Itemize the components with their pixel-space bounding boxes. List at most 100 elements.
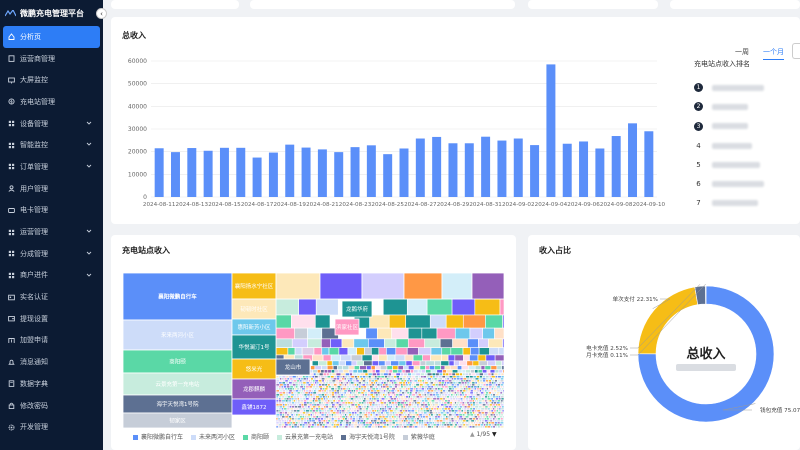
sidebar-item-3[interactable]: 充电站管理 [0, 91, 103, 113]
treemap-tile [468, 372, 472, 376]
date-picker[interactable] [792, 43, 800, 59]
bar [317, 149, 327, 197]
bar [285, 144, 295, 197]
treemap-tile [395, 338, 409, 349]
app-title: 微鹏充电管理平台 [20, 8, 84, 18]
x-tick-label: 2024-09-08 [600, 202, 633, 208]
sidebar-item-12[interactable]: 实名认证 [0, 286, 103, 308]
treemap-tile [412, 354, 423, 362]
redacted-station-name [712, 103, 748, 110]
sidebar-item-7[interactable]: 用户管理 [0, 178, 103, 200]
treemap-tile [311, 360, 319, 367]
sidebar-item-17[interactable]: 修改密码 [0, 395, 103, 417]
top-card-3 [528, 0, 658, 9]
treemap-tile [308, 375, 313, 379]
treemap-tile [322, 354, 332, 362]
treemap-tile [465, 375, 470, 379]
treemap-tile [451, 298, 476, 316]
sidebar-item-18[interactable]: 开发管理 [0, 416, 103, 438]
treemap-tile [448, 372, 453, 376]
x-tick-label: 2024-09-02 [502, 202, 535, 208]
y-tick-label: 40000 [128, 103, 147, 110]
treemap-tile [351, 360, 358, 367]
treemap-tile [123, 273, 233, 321]
sidebar-item-11[interactable]: 商户进件 [0, 265, 103, 287]
station-icon [8, 98, 15, 105]
sidebar: 微鹏充电管理平台 分析页 运营商管理 大屏监控 充电站管理 设备管理 智能监控 订单管理 用户… [0, 0, 103, 450]
treemap-label: 襄阳扬水宁社区 [235, 282, 274, 290]
treemap-tile [436, 369, 443, 374]
pager-next-icon[interactable]: ▼ [491, 431, 497, 438]
sidebar-item-8[interactable]: 电卡管理 [0, 200, 103, 222]
bar [399, 148, 409, 197]
income-title: 总收入 [122, 31, 146, 40]
redacted-station-name [712, 142, 752, 149]
treemap-tile [366, 365, 372, 371]
treemap-tile [474, 369, 479, 374]
treemap-tile [363, 360, 373, 367]
treemap-tile [407, 338, 425, 349]
treemap-tile [323, 375, 328, 379]
treemap-tile [487, 360, 497, 367]
tab-week[interactable]: 一周 [735, 48, 749, 56]
treemap-tile [415, 372, 421, 376]
donut-slice [637, 285, 775, 423]
sidebar-item-1[interactable]: 运营商管理 [0, 48, 103, 70]
treemap-tile [448, 360, 455, 367]
legend-item[interactable]: 紫薇华庭 [402, 432, 435, 441]
treemap-tile [408, 375, 412, 379]
treemap-tile [403, 365, 409, 371]
y-tick-label: 10000 [128, 171, 147, 178]
legend-pager[interactable]: ▲ 1/95 ▼ [470, 431, 497, 438]
sidebar-item-5[interactable]: 智能监控 [0, 134, 103, 156]
treemap-tile [317, 375, 321, 379]
sidebar-item-13[interactable]: 提现设置 [0, 308, 103, 330]
sidebar-nav: 分析页 运营商管理 大屏监控 充电站管理 设备管理 智能监控 订单管理 用户管理 电卡管理 运营管… [0, 26, 103, 438]
tab-month[interactable]: 一个月 [763, 47, 784, 60]
treemap-tile [403, 372, 408, 376]
treemap-tile [393, 375, 397, 379]
sidebar-item-0[interactable]: 分析页 [3, 26, 100, 48]
x-tick-label: 2024-08-15 [208, 202, 241, 208]
treemap-tile [371, 372, 377, 376]
x-tick-label: 2024-08-23 [339, 202, 372, 208]
treemap-tile [411, 372, 417, 376]
sidebar-item-10[interactable]: 分成管理 [0, 243, 103, 265]
treemap-tile [291, 314, 316, 329]
treemap-tile [378, 347, 387, 356]
treemap-tile [487, 372, 492, 376]
treemap-tile [322, 372, 327, 376]
sidebar-item-6[interactable]: 订单管理 [0, 156, 103, 178]
sidebar-collapse-button[interactable]: ‹ [96, 8, 107, 19]
treemap-tile [453, 360, 460, 367]
legend-item[interactable]: 商阳颐 [243, 432, 269, 441]
donut-leader-line [652, 298, 671, 309]
treemap-tile [489, 369, 496, 374]
legend-item[interactable]: 未来两河小区 [191, 432, 235, 441]
treemap-tile [275, 298, 299, 316]
pager-prev-icon[interactable]: ▲ [470, 431, 475, 438]
bar [448, 143, 458, 197]
legend-item[interactable]: 襄阳微鹏自行车 [133, 432, 183, 441]
treemap-tile [231, 273, 277, 300]
treemap-tile [445, 372, 450, 376]
lock-icon [8, 402, 15, 409]
legend-item[interactable]: 云景充第一充电站 [277, 432, 333, 441]
sidebar-item-9[interactable]: 运营管理 [0, 221, 103, 243]
treemap-tile [462, 314, 486, 329]
sidebar-item-15[interactable]: 消息通知 [0, 351, 103, 373]
top-card-2 [250, 0, 515, 9]
treemap-tile [390, 375, 395, 379]
donut-leader-line [630, 284, 701, 349]
sidebar-item-4[interactable]: 设备管理 [0, 113, 103, 135]
sidebar-item-2[interactable]: 大屏监控 [0, 69, 103, 91]
rank-number: 7 [696, 199, 701, 208]
chevron-down-icon [86, 143, 92, 147]
treemap-tile [446, 369, 453, 374]
redacted-station-name [712, 84, 764, 91]
legend-item[interactable]: 海宇天悦湾1号院 [341, 432, 395, 441]
sidebar-item-16[interactable]: 数据字典 [0, 373, 103, 395]
bar [579, 141, 589, 197]
y-tick-label: 0 [143, 194, 147, 201]
sidebar-item-14[interactable]: 加盟申请 [0, 330, 103, 352]
